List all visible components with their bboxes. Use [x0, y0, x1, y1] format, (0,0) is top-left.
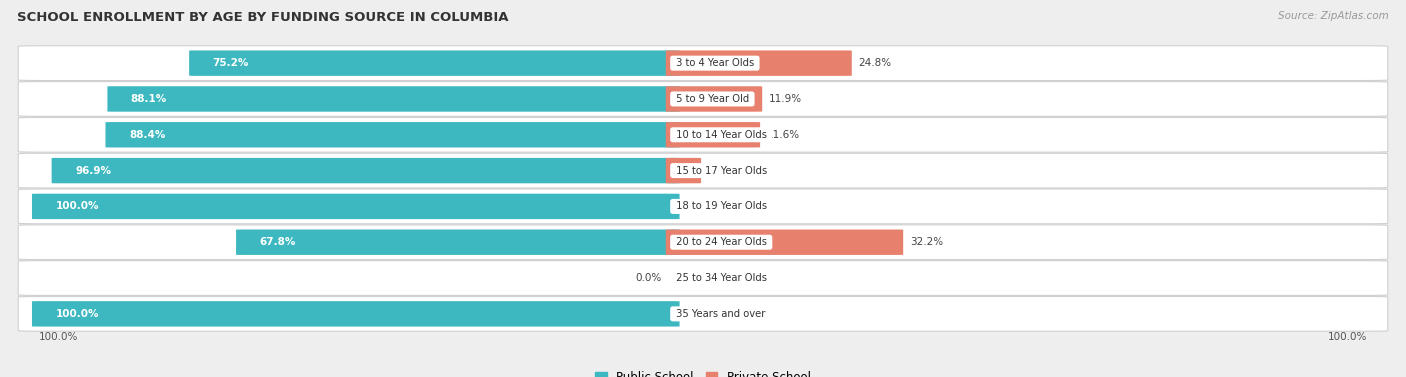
- FancyBboxPatch shape: [32, 194, 679, 219]
- Text: 10 to 14 Year Olds: 10 to 14 Year Olds: [672, 130, 770, 140]
- Text: 67.8%: 67.8%: [260, 237, 295, 247]
- FancyBboxPatch shape: [18, 261, 1388, 296]
- Text: 0.0%: 0.0%: [683, 201, 710, 211]
- Text: 75.2%: 75.2%: [212, 58, 249, 68]
- Text: 3 to 4 Year Olds: 3 to 4 Year Olds: [672, 58, 756, 68]
- Text: 20 to 24 Year Olds: 20 to 24 Year Olds: [672, 237, 770, 247]
- Text: 24.8%: 24.8%: [859, 58, 891, 68]
- FancyBboxPatch shape: [666, 86, 762, 112]
- Text: 100.0%: 100.0%: [55, 201, 98, 211]
- FancyBboxPatch shape: [18, 296, 1388, 331]
- FancyBboxPatch shape: [18, 117, 1388, 152]
- FancyBboxPatch shape: [18, 153, 1388, 188]
- Text: 100.0%: 100.0%: [1327, 333, 1367, 342]
- FancyBboxPatch shape: [666, 158, 702, 183]
- Text: 18 to 19 Year Olds: 18 to 19 Year Olds: [672, 201, 770, 211]
- FancyBboxPatch shape: [18, 81, 1388, 116]
- FancyBboxPatch shape: [666, 122, 761, 147]
- FancyBboxPatch shape: [52, 158, 679, 183]
- Text: 35 Years and over: 35 Years and over: [672, 309, 768, 319]
- Text: 100.0%: 100.0%: [39, 333, 79, 342]
- Text: 5 to 9 Year Old: 5 to 9 Year Old: [672, 94, 752, 104]
- Legend: Public School, Private School: Public School, Private School: [591, 366, 815, 377]
- FancyBboxPatch shape: [236, 230, 679, 255]
- FancyBboxPatch shape: [666, 51, 852, 76]
- FancyBboxPatch shape: [32, 301, 679, 326]
- FancyBboxPatch shape: [105, 122, 679, 147]
- Text: 0.0%: 0.0%: [683, 273, 710, 283]
- Text: 88.4%: 88.4%: [129, 130, 166, 140]
- FancyBboxPatch shape: [666, 230, 903, 255]
- Text: 32.2%: 32.2%: [910, 237, 943, 247]
- Text: 3.1%: 3.1%: [709, 166, 734, 176]
- FancyBboxPatch shape: [190, 51, 679, 76]
- FancyBboxPatch shape: [18, 189, 1388, 224]
- Text: 0.0%: 0.0%: [683, 309, 710, 319]
- FancyBboxPatch shape: [18, 46, 1388, 81]
- Text: 11.6%: 11.6%: [768, 130, 800, 140]
- Text: 25 to 34 Year Olds: 25 to 34 Year Olds: [672, 273, 770, 283]
- Text: Source: ZipAtlas.com: Source: ZipAtlas.com: [1278, 11, 1389, 21]
- Text: 11.9%: 11.9%: [769, 94, 803, 104]
- Text: 96.9%: 96.9%: [75, 166, 111, 176]
- FancyBboxPatch shape: [107, 86, 679, 112]
- FancyBboxPatch shape: [18, 225, 1388, 260]
- Text: 100.0%: 100.0%: [55, 309, 98, 319]
- Text: SCHOOL ENROLLMENT BY AGE BY FUNDING SOURCE IN COLUMBIA: SCHOOL ENROLLMENT BY AGE BY FUNDING SOUR…: [17, 11, 509, 24]
- Text: 0.0%: 0.0%: [636, 273, 662, 283]
- Text: 88.1%: 88.1%: [131, 94, 167, 104]
- Text: 15 to 17 Year Olds: 15 to 17 Year Olds: [672, 166, 770, 176]
